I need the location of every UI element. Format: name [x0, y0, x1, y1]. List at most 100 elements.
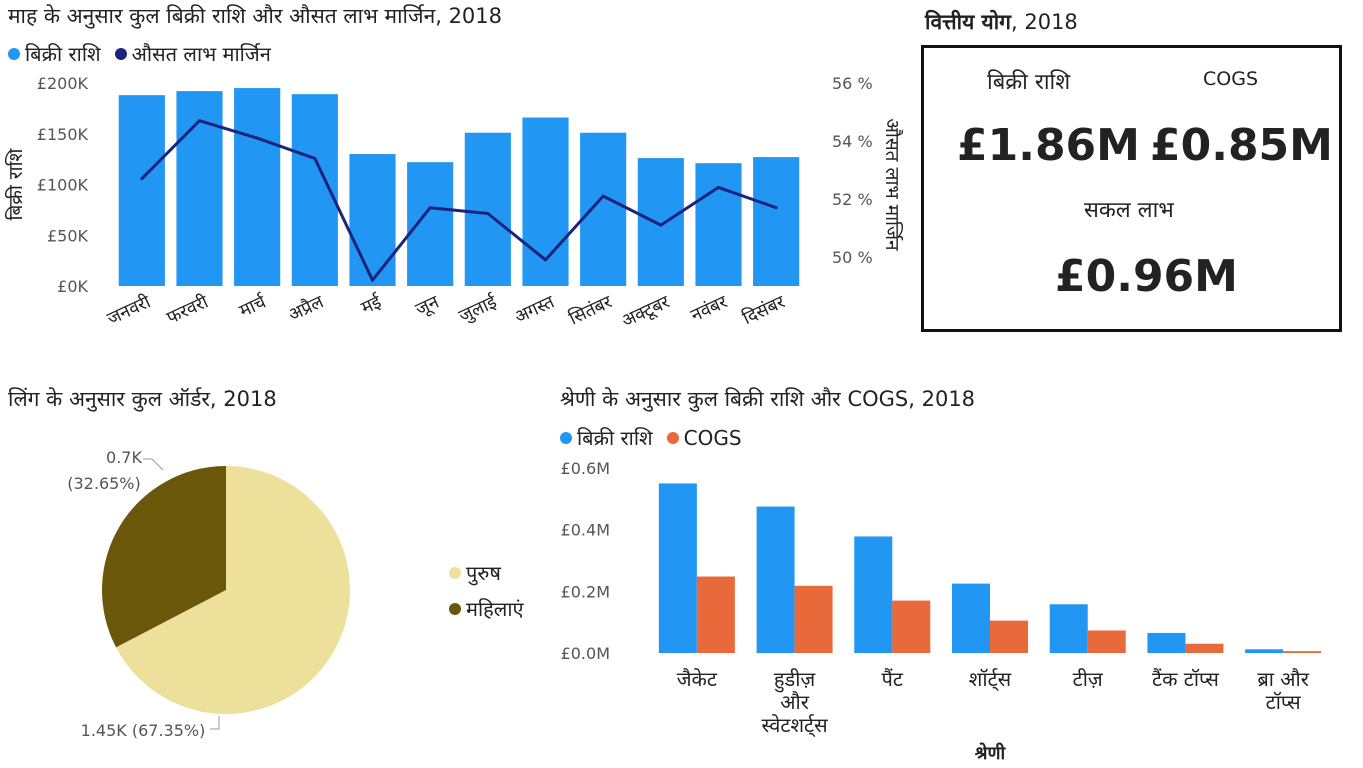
pie-label-women-percent: (32.65%) [67, 474, 141, 493]
bar-cogs-category [696, 576, 735, 653]
legend-item-sales[interactable]: बिक्री राशि [8, 40, 101, 67]
x-tick-label-category: पैंट [882, 667, 904, 691]
y-tick-label: £0.2M [561, 582, 610, 601]
gender-chart-title: लिंग के अनुसार कुल ऑर्डर, 2018 [8, 387, 277, 411]
bar-cogs-category [1185, 643, 1224, 653]
pie-leader-women [143, 458, 164, 471]
bar-cogs-category [1087, 630, 1126, 653]
line-point-margin [255, 136, 259, 140]
line-point-margin [371, 278, 374, 282]
line-point-margin [198, 119, 201, 123]
x-tick-label-month: फरवरी [163, 290, 212, 328]
legend-item-margin[interactable]: औसत लाभ मार्जिन [114, 40, 271, 67]
y-right-axis-title: औसत लाभ मार्जिन [881, 118, 904, 251]
x-axis-title: श्रेणी [975, 742, 1007, 764]
x-tick-label-month: जनवरी [104, 290, 155, 329]
bar-sales-month [580, 132, 627, 286]
bar-sales-category [1147, 632, 1186, 653]
bar-sales-month [753, 157, 800, 286]
y-right-tick-label: 50 % [832, 248, 873, 267]
bar-cogs-category [892, 600, 931, 653]
bar-sales-category [658, 483, 697, 653]
x-tick-label-category: टैंक टॉप्स [1152, 667, 1219, 691]
x-tick-label-month: मार्च [236, 290, 271, 322]
category-chart: £0.0M £0.2M £0.4M £0.6M जैकेट हुडीज़औरस्वेटशर… [561, 459, 1322, 764]
kpi-sales-label: बिक्री राशि [987, 70, 1071, 95]
y-tick-label: £200K [37, 74, 89, 93]
x-tick-label-month: जुलाई [455, 290, 501, 327]
pie-leader-men [210, 716, 220, 730]
bar-sales-category [1245, 649, 1284, 653]
line-point-margin [717, 185, 720, 189]
bar-sales-month [118, 95, 165, 287]
line-avg-margin [140, 119, 777, 282]
x-tick-label-month: अक्टूबर [619, 291, 674, 332]
pie-slice-women [101, 466, 226, 648]
x-tick-label-category: ब्रा और [1257, 667, 1309, 691]
y-tick-label: £0.6M [561, 459, 610, 478]
bar-sales-month [176, 91, 223, 287]
kpi-cogs-value: £0.85M [1150, 120, 1333, 171]
gender-pie-chart: 0.7K (32.65%) 1.45K (67.35%) पुरुष महिलाएं [67, 448, 524, 740]
y-tick-label: £100K [37, 176, 89, 195]
kpi-card: बिक्री राशि COGS £1.86M £0.85M सकल लाभ £… [921, 45, 1342, 332]
x-tick-label-month: अगस्त [511, 291, 558, 328]
legend-label-women: महिलाएं [466, 597, 524, 621]
bar-cogs-category [1283, 651, 1322, 653]
legend-label-men: पुरुष [466, 561, 501, 586]
bar-sales-month [234, 88, 281, 286]
legend-label-cat-cogs: COGS [683, 425, 742, 450]
y-tick-label: £0K [57, 277, 88, 296]
bar-sales-category [756, 506, 795, 653]
kpi-cogs-label: COGS [1203, 68, 1259, 90]
kpi-sales-value: £1.86M [957, 120, 1140, 171]
y-axis-title: बिक्री राशि [4, 147, 27, 220]
x-tick-label-month: दिसंबर [739, 290, 789, 329]
x-tick-label-month: नवंबर [688, 291, 732, 326]
y-right-tick-label: 54 % [832, 132, 873, 151]
x-tick-label-category: हुडीज़ [774, 667, 817, 693]
kpi-title: वित्तीय योग, 2018 [925, 8, 1078, 36]
line-point-margin [601, 194, 605, 198]
bar-sales-category [952, 583, 990, 653]
kpi-profit-value: £0.96M [1055, 251, 1238, 302]
legend-label-cat-sales: बिक्री राशि [577, 426, 653, 450]
y-right-tick-label: 52 % [832, 190, 873, 209]
x-tick-label-month: अप्रैल [285, 290, 328, 326]
bar-sales-month [464, 132, 511, 286]
bar-sales-month [407, 162, 454, 286]
monthly-chart-legend: बिक्री राशि औसत लाभ मार्जिन [8, 40, 279, 67]
line-point-margin [774, 206, 778, 210]
category-chart-title: श्रेणी के अनुसार कुल बिक्री राशि और COGS… [560, 387, 976, 411]
bar-sales-month [349, 154, 396, 286]
y-right-tick-label: 56 % [832, 74, 873, 93]
line-point-margin [544, 258, 547, 262]
bar-sales-month [695, 163, 742, 286]
legend-item-cat-sales[interactable]: बिक्री राशि [560, 424, 653, 451]
line-point-margin [659, 223, 663, 227]
x-tick-label-month: जून [412, 291, 443, 320]
legend-label-sales: बिक्री राशि [25, 42, 101, 66]
pie-label-men: 1.45K (67.35%) [81, 721, 206, 740]
line-point-margin [313, 156, 317, 160]
bar-sales-month [637, 158, 684, 286]
bar-cogs-category [794, 585, 833, 653]
legend-dot-cat-cogs [666, 431, 679, 444]
legend-label-margin: औसत लाभ मार्जिन [131, 42, 271, 66]
x-tick-label-category: शॉर्ट्स [969, 667, 1012, 692]
x-tick-label-category: टीज़ [1073, 667, 1104, 691]
category-chart-legend: बिक्री राशि COGS [560, 424, 750, 451]
legend-dot-women [449, 603, 461, 615]
monthly-chart-title: माह के अनुसार कुल बिक्री राशि और औसत लाभ… [8, 4, 503, 28]
legend-dot-margin [114, 47, 127, 60]
y-tick-label: £0.4M [561, 521, 610, 540]
legend-item-cat-cogs[interactable]: COGS [666, 425, 742, 450]
x-tick-label-category: टॉप्स [1266, 690, 1302, 714]
x-tick-label-category: और [780, 690, 809, 714]
bar-sales-category [1049, 604, 1088, 653]
legend-dot-men [449, 567, 461, 579]
pie-label-women-value: 0.7K [106, 448, 142, 467]
kpi-title-year: , 2018 [1011, 10, 1078, 34]
legend-dot-cat-sales [560, 431, 572, 444]
bar-cogs-category [990, 620, 1028, 653]
